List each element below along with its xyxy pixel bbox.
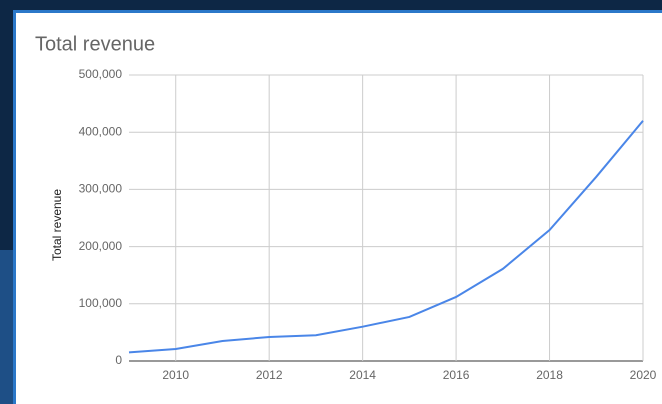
line-series [128, 120, 644, 354]
x-tick-label: 2012 [256, 368, 283, 382]
y-tick-label: 400,000 [79, 124, 123, 138]
y-tick-label: 100,000 [79, 296, 123, 310]
chart-title: Total revenue [35, 33, 155, 55]
y-tick-label: 300,000 [79, 182, 123, 196]
y-tick-label: 500,000 [79, 67, 123, 81]
x-tick-label: 2016 [443, 368, 470, 382]
y-axis-title: Total revenue [50, 189, 64, 261]
x-tick-label: 2020 [630, 368, 657, 382]
x-tick-label: 2018 [536, 368, 563, 382]
chart-card [16, 13, 662, 404]
x-tick-label: 2014 [349, 368, 376, 382]
y-tick-label: 200,000 [79, 239, 123, 253]
y-tick-label: 0 [115, 353, 122, 367]
x-tick-label: 2010 [162, 368, 189, 382]
